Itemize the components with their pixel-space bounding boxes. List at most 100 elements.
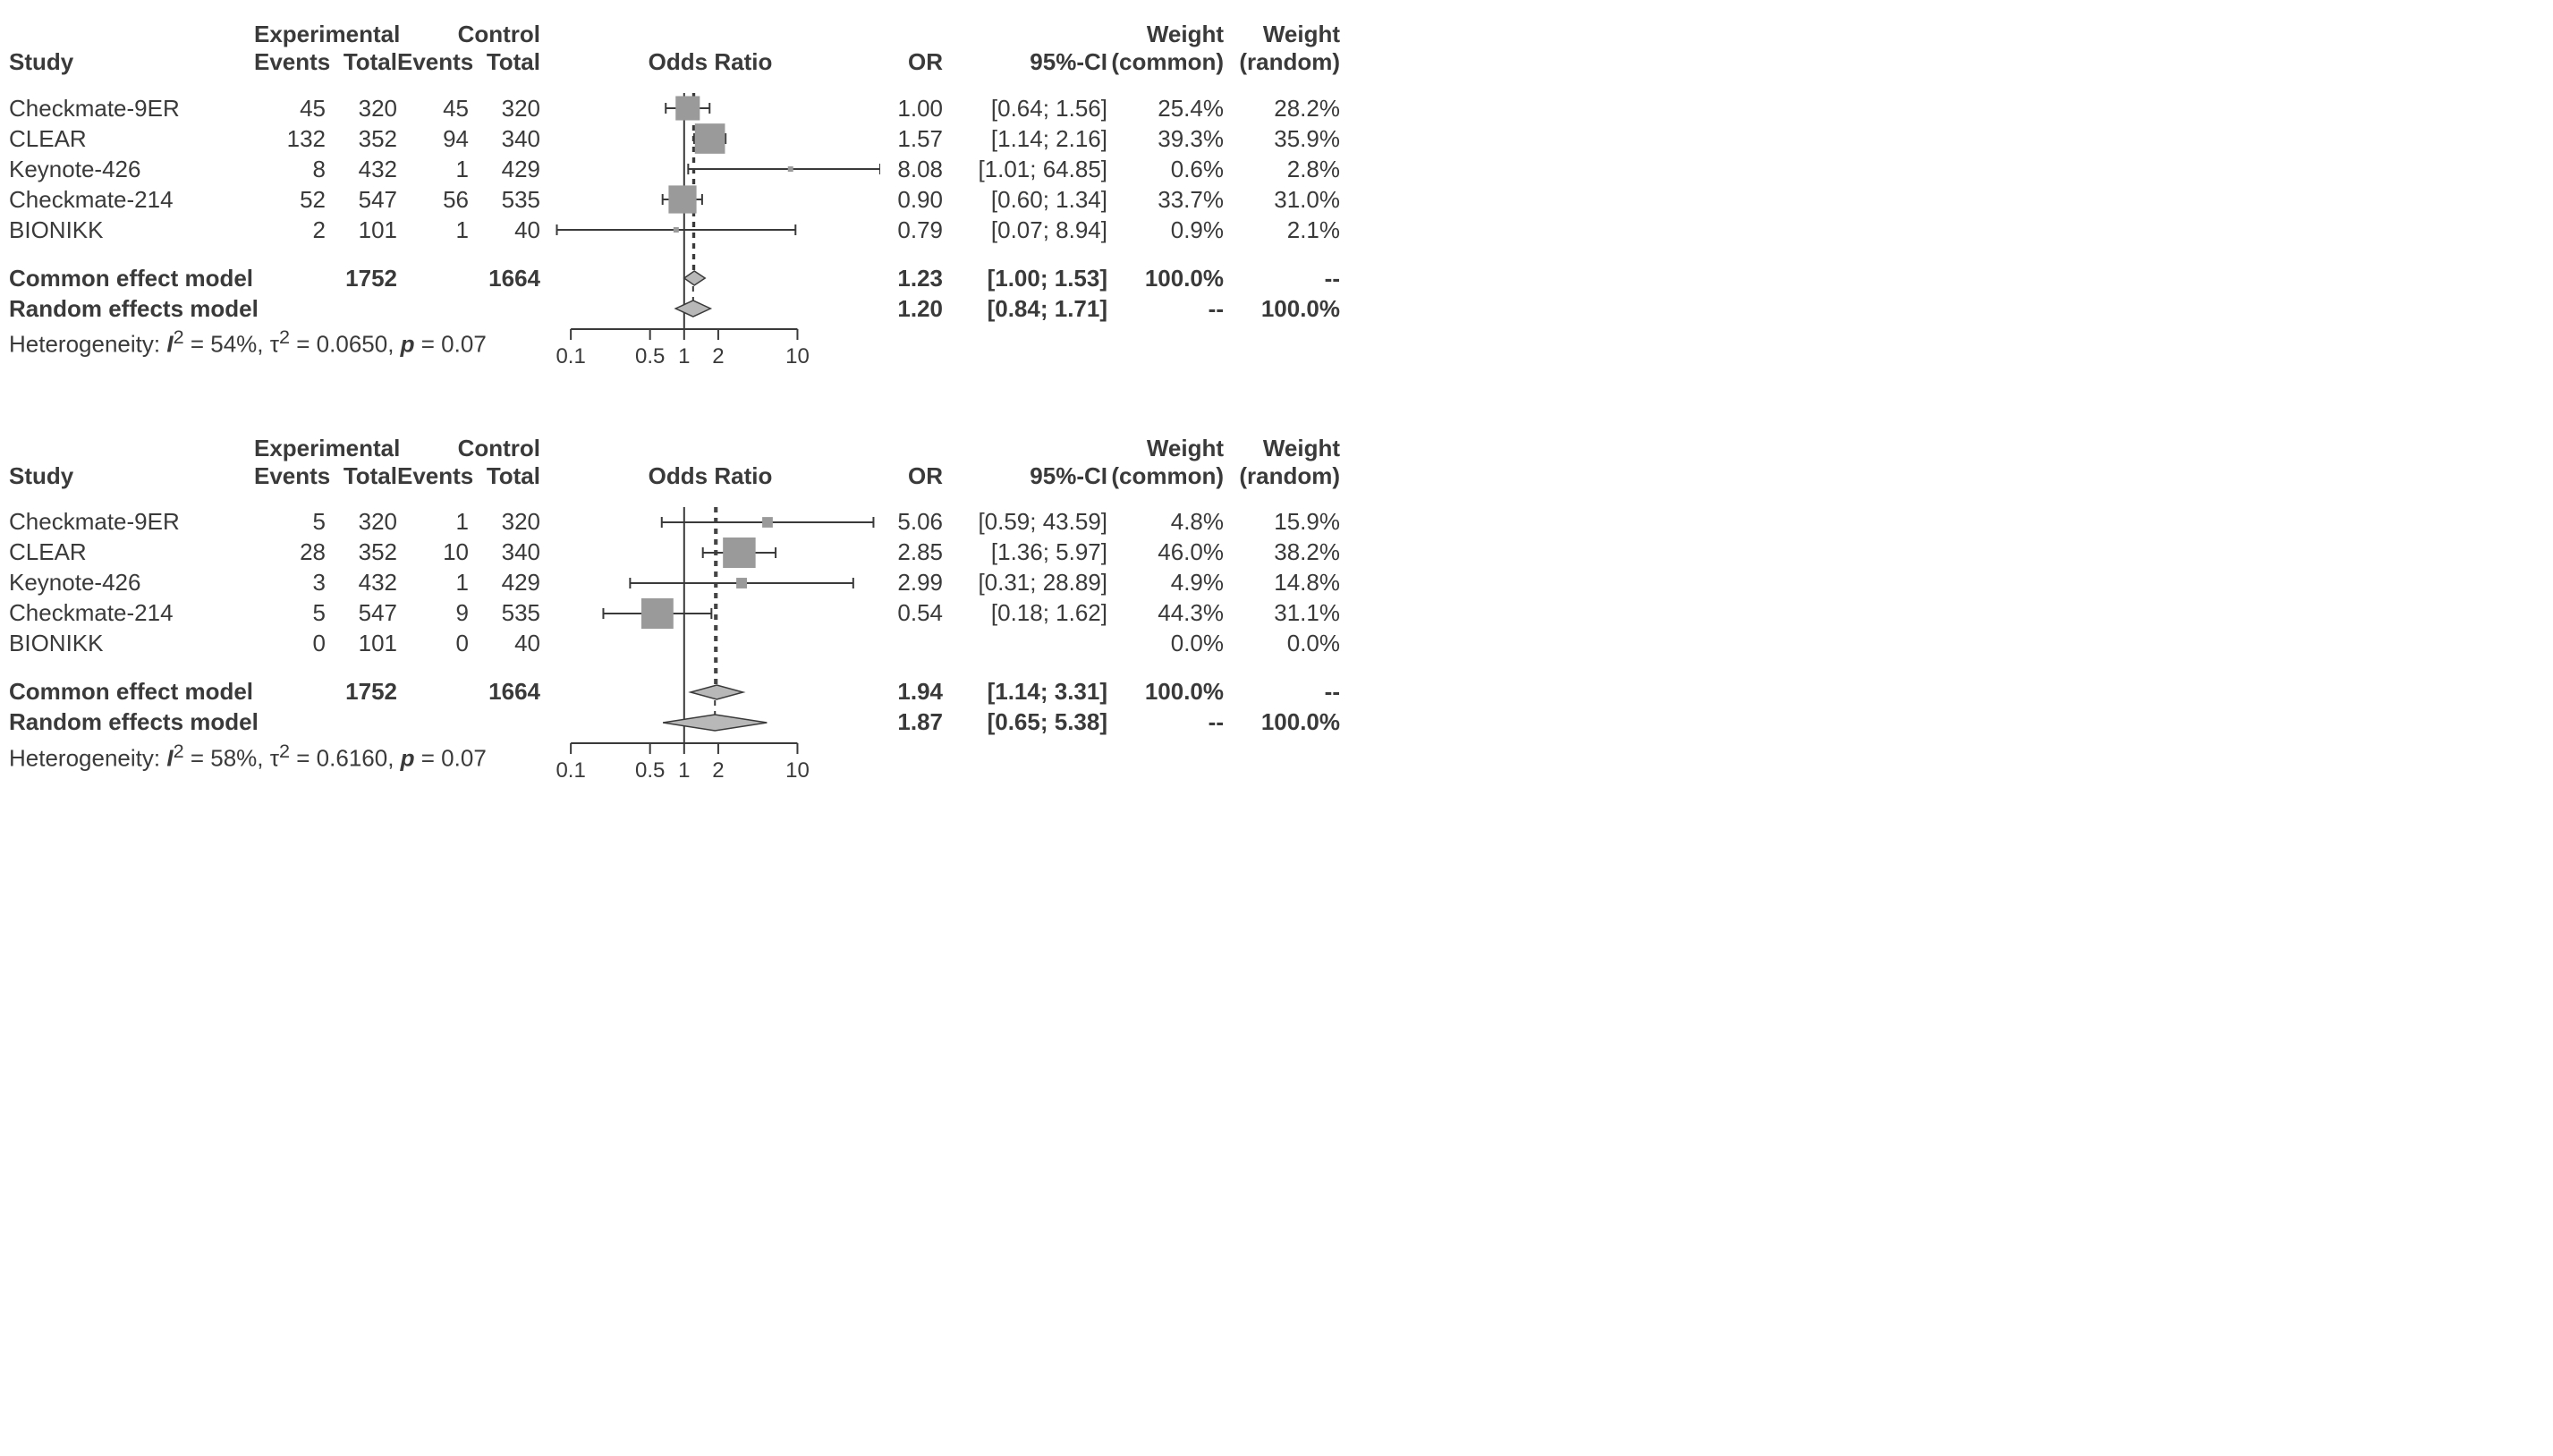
ctrl-events: 1 [397, 508, 469, 536]
header-control: Control [397, 435, 540, 462]
pooled-common-ci: [1.14; 3.31] [943, 678, 1107, 706]
pooled-random-ci: [0.84; 1.71] [943, 295, 1107, 323]
study-plot-cell [540, 184, 880, 215]
pooled-random-row: Random effects model1.20[0.84; 1.71]--10… [9, 293, 2544, 324]
header-weight-random: (random) [1224, 462, 1340, 490]
exp-total: 101 [326, 216, 397, 244]
study-row: BIONIKK21011400.79[0.07; 8.94]0.9%2.1% [9, 215, 2544, 245]
study-row: Checkmate-9ER45320453201.00[0.64; 1.56]2… [9, 93, 2544, 123]
study-name: Keynote-426 [9, 156, 254, 183]
header-experimental: Experimental [254, 21, 397, 48]
exp-total: 320 [326, 95, 397, 123]
exp-events: 5 [254, 508, 326, 536]
header-ctrl-total: Total [469, 462, 540, 490]
study-row: Checkmate-9ER532013205.06[0.59; 43.59]4.… [9, 507, 2544, 538]
weight-common: 4.9% [1107, 569, 1224, 597]
exp-events: 2 [254, 216, 326, 244]
ctrl-total: 340 [469, 125, 540, 153]
ci-value: [0.64; 1.56] [943, 95, 1107, 123]
pooled-common-row: Common effect model 1752 1664 1.94[1.14; 3.… [9, 677, 2544, 707]
exp-total: 101 [326, 630, 397, 657]
label-common-model: Common effect model [9, 678, 254, 706]
pooled-ctrl-total: 1664 [469, 265, 540, 292]
weight-common: 4.8% [1107, 508, 1224, 536]
ctrl-events: 56 [397, 186, 469, 214]
header-weight-random: (random) [1224, 48, 1340, 76]
pooled-random-or: 1.20 [880, 295, 943, 323]
svg-text:0.5: 0.5 [635, 344, 665, 368]
svg-text:1: 1 [678, 758, 690, 783]
svg-text:2: 2 [712, 758, 724, 783]
pooled-common-wc: 100.0% [1107, 265, 1224, 292]
or-value: 8.08 [880, 156, 943, 183]
weight-random: 2.8% [1224, 156, 1340, 183]
study-plot-cell [540, 93, 880, 123]
ctrl-total: 40 [469, 630, 540, 657]
pooled-random-row: Random effects model1.87[0.65; 5.38]--10… [9, 707, 2544, 738]
header-ctrl-events: Events [397, 462, 469, 490]
weight-random: 35.9% [1224, 125, 1340, 153]
study-name: Keynote-426 [9, 569, 254, 597]
header-or: OR [880, 48, 943, 76]
exp-events: 28 [254, 538, 326, 566]
header-weight-common: (common) [1107, 462, 1224, 490]
header-odds-ratio: Odds Ratio [540, 462, 880, 489]
study-row: CLEAR28352103402.85[1.36; 5.97]46.0%38.2… [9, 538, 2544, 568]
ctrl-events: 9 [397, 599, 469, 627]
weight-common: 39.3% [1107, 125, 1224, 153]
header-study: Study [9, 462, 254, 490]
pooled-common-wc: 100.0% [1107, 678, 1224, 706]
label-random-model: Random effects model [9, 708, 254, 736]
pooled-common-wr: -- [1224, 678, 1340, 706]
weight-random: 31.1% [1224, 599, 1340, 627]
ci-value: [0.07; 8.94] [943, 216, 1107, 244]
pooled-exp-total: 1752 [326, 678, 397, 706]
pooled-random-or: 1.87 [880, 708, 943, 736]
ctrl-events: 0 [397, 630, 469, 657]
study-name: Checkmate-214 [9, 186, 254, 214]
weight-random: 28.2% [1224, 95, 1340, 123]
header-weight-common-top: Weight [1107, 21, 1224, 48]
exp-events: 45 [254, 95, 326, 123]
pooled-random-ci: [0.65; 5.38] [943, 708, 1107, 736]
exp-total: 432 [326, 156, 397, 183]
exp-events: 132 [254, 125, 326, 153]
or-value: 5.06 [880, 508, 943, 536]
or-value: 2.85 [880, 538, 943, 566]
ctrl-total: 429 [469, 569, 540, 597]
weight-random: 38.2% [1224, 538, 1340, 566]
pooled-common-ci: [1.00; 1.53] [943, 265, 1107, 292]
study-row: Keynote-426843214298.08[1.01; 64.85]0.6%… [9, 154, 2544, 184]
svg-text:1: 1 [678, 344, 690, 368]
study-plot-cell [540, 154, 880, 184]
header-ctrl-total: Total [469, 48, 540, 76]
exp-total: 547 [326, 599, 397, 627]
exp-events: 8 [254, 156, 326, 183]
study-name: BIONIKK [9, 630, 254, 657]
weight-common: 33.7% [1107, 186, 1224, 214]
pooled-random-wr: 100.0% [1224, 295, 1340, 323]
study-plot-cell [540, 215, 880, 245]
svg-text:10: 10 [785, 758, 810, 783]
header-or: OR [880, 462, 943, 490]
study-plot-cell [540, 507, 880, 538]
svg-text:2: 2 [712, 344, 724, 368]
study-name: CLEAR [9, 125, 254, 153]
pooled-common-or: 1.94 [880, 678, 943, 706]
weight-common: 0.9% [1107, 216, 1224, 244]
exp-events: 5 [254, 599, 326, 627]
or-value: 1.57 [880, 125, 943, 153]
pooled-random-wc: -- [1107, 708, 1224, 736]
exp-events: 0 [254, 630, 326, 657]
pooled-ctrl-total: 1664 [469, 678, 540, 706]
pooled-common-wr: -- [1224, 265, 1340, 292]
or-value: 2.99 [880, 569, 943, 597]
header-exp-total: Total [326, 462, 397, 490]
or-value: 0.90 [880, 186, 943, 214]
ctrl-events: 10 [397, 538, 469, 566]
study-name: CLEAR [9, 538, 254, 566]
ctrl-events: 45 [397, 95, 469, 123]
weight-common: 0.6% [1107, 156, 1224, 183]
exp-events: 52 [254, 186, 326, 214]
ctrl-events: 1 [397, 156, 469, 183]
